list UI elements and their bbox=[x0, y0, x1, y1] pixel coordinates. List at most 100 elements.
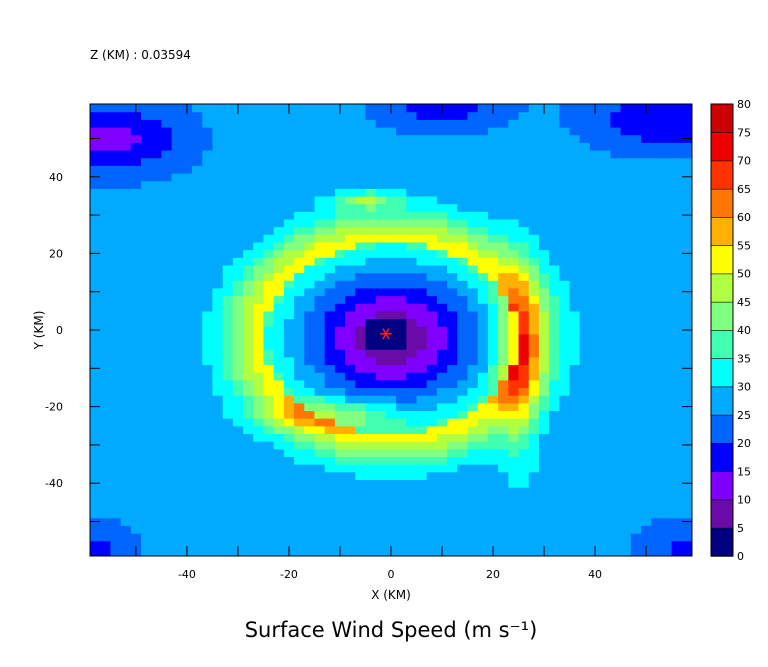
field-cell bbox=[120, 280, 132, 289]
field-cell bbox=[283, 410, 295, 419]
field-cell bbox=[283, 264, 295, 274]
field-cell bbox=[212, 464, 224, 473]
field-cell bbox=[406, 180, 418, 189]
field-cell bbox=[630, 318, 642, 327]
field-cell bbox=[355, 310, 367, 320]
field-cell bbox=[681, 540, 692, 549]
field-cell bbox=[651, 471, 662, 480]
field-cell bbox=[508, 287, 520, 297]
field-cell bbox=[426, 372, 438, 381]
field-cell bbox=[385, 502, 397, 511]
field-cell bbox=[600, 272, 611, 281]
field-cell bbox=[232, 448, 244, 458]
field-cell bbox=[436, 157, 448, 166]
field-cell bbox=[579, 548, 591, 556]
field-cell bbox=[467, 157, 479, 166]
field-cell bbox=[549, 349, 560, 358]
field-cell bbox=[661, 425, 673, 435]
field-cell bbox=[110, 517, 122, 526]
field-cell bbox=[579, 418, 591, 427]
field-cell bbox=[508, 188, 520, 197]
field-cell bbox=[324, 203, 336, 212]
field-cell bbox=[630, 134, 642, 143]
field-cell bbox=[243, 510, 254, 519]
field-cell bbox=[120, 310, 132, 320]
field-cell bbox=[120, 149, 132, 159]
field-cell bbox=[334, 456, 346, 465]
field-cell bbox=[212, 372, 224, 381]
field-cell bbox=[130, 387, 142, 396]
field-cell bbox=[538, 402, 550, 412]
field-cell bbox=[406, 349, 418, 358]
field-cell bbox=[130, 502, 142, 511]
field-cell bbox=[253, 517, 265, 526]
field-cell bbox=[232, 157, 244, 166]
field-cell bbox=[324, 111, 336, 120]
field-cell bbox=[579, 464, 591, 473]
field-cell bbox=[212, 264, 224, 274]
field-cell bbox=[365, 372, 377, 381]
field-cell bbox=[508, 119, 520, 128]
field-cell bbox=[171, 548, 183, 556]
field-cell bbox=[100, 433, 111, 442]
field-cell bbox=[355, 387, 367, 396]
field-cell bbox=[100, 303, 111, 312]
colorbar-segment bbox=[710, 470, 734, 501]
field-cell bbox=[569, 464, 581, 473]
field-cell bbox=[314, 295, 326, 304]
field-cell bbox=[538, 249, 550, 258]
field-cell bbox=[304, 395, 316, 404]
field-cell bbox=[365, 172, 377, 182]
field-cell bbox=[569, 517, 581, 526]
field-cell bbox=[498, 387, 509, 396]
field-cell bbox=[569, 287, 581, 297]
field-cell bbox=[447, 540, 458, 549]
field-cell bbox=[416, 318, 428, 327]
field-cell bbox=[651, 218, 662, 228]
field-cell bbox=[579, 134, 591, 143]
field-cell bbox=[273, 241, 285, 251]
field-cell bbox=[559, 402, 571, 412]
field-cell bbox=[508, 104, 520, 113]
field-cell bbox=[283, 364, 295, 373]
field-cell bbox=[538, 295, 550, 304]
field-cell bbox=[396, 487, 407, 496]
field-cell bbox=[100, 318, 111, 327]
field-cell bbox=[345, 249, 356, 258]
field-cell bbox=[212, 134, 224, 143]
field-cell bbox=[579, 119, 591, 128]
field-cell bbox=[375, 487, 387, 496]
field-cell bbox=[457, 188, 469, 197]
field-cell bbox=[212, 180, 224, 189]
field-cell bbox=[671, 548, 683, 556]
field-cell bbox=[212, 349, 224, 358]
field-cell bbox=[334, 494, 346, 503]
field-cell bbox=[549, 134, 560, 143]
field-cell bbox=[304, 157, 316, 166]
field-cell bbox=[263, 372, 275, 381]
field-cell bbox=[100, 540, 111, 549]
field-cell bbox=[202, 142, 214, 151]
field-cell bbox=[294, 272, 305, 281]
field-cell bbox=[457, 303, 469, 312]
field-cell bbox=[518, 425, 530, 435]
field-cell bbox=[263, 525, 275, 534]
field-cell bbox=[365, 502, 377, 511]
field-cell bbox=[304, 548, 316, 556]
field-cell bbox=[161, 525, 173, 534]
field-cell bbox=[477, 433, 489, 442]
field-cell bbox=[110, 295, 122, 304]
field-cell bbox=[600, 218, 611, 228]
field-cell bbox=[283, 203, 295, 212]
field-cell bbox=[100, 410, 111, 419]
field-cell bbox=[681, 425, 692, 435]
field-cell bbox=[467, 418, 479, 427]
field-cell bbox=[671, 479, 683, 488]
field-cell bbox=[549, 264, 560, 274]
field-cell bbox=[528, 257, 540, 266]
field-cell bbox=[161, 111, 173, 120]
field-cell bbox=[130, 126, 142, 136]
field-cell bbox=[396, 272, 407, 281]
field-cell bbox=[100, 264, 111, 274]
field-cell bbox=[110, 410, 122, 419]
